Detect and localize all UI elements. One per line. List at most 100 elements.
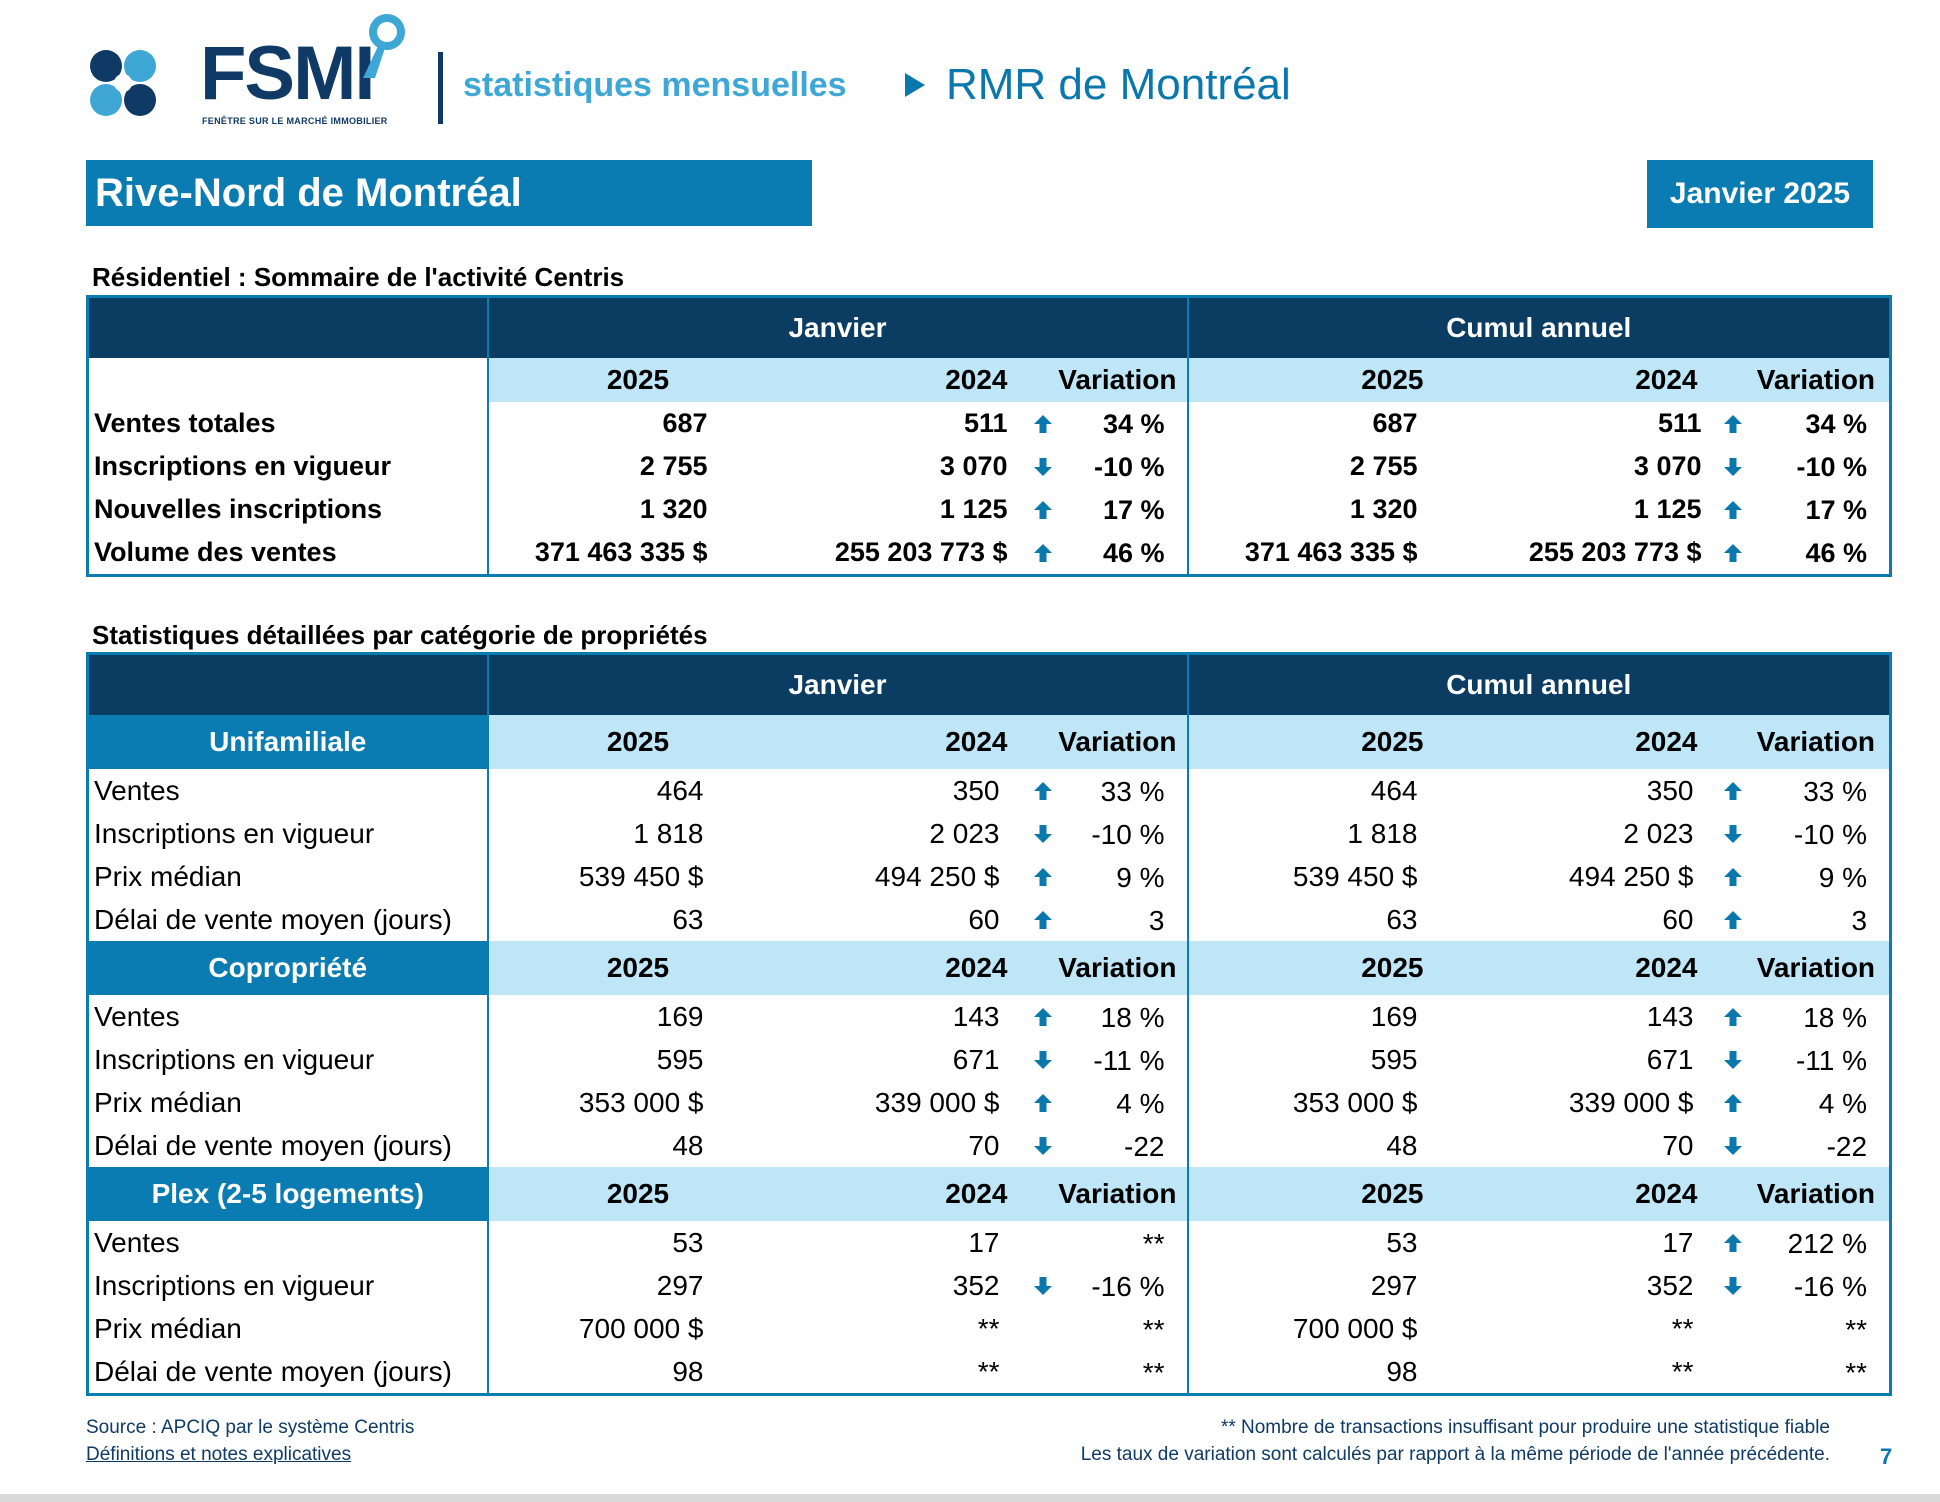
month-2025-value: 687	[486, 402, 728, 445]
col-variation: Variation	[1717, 358, 1891, 402]
logo-subtitle: FENÊTRE SUR LE MARCHÉ IMMOBILIER	[202, 116, 388, 126]
ytd-2024-value: 60	[1662, 903, 1694, 935]
source-note: Source : APCIQ par le système Centris	[86, 1417, 415, 1438]
arrow-up-icon	[1723, 543, 1743, 563]
col-2024: 2024	[727, 715, 1028, 769]
summary-group-header: Janvier Cumul annuel	[87, 296, 1891, 358]
bottom-divider	[0, 1494, 1940, 1502]
variation-value: -22	[1826, 1131, 1868, 1162]
key-icon	[363, 14, 405, 78]
ytd-2024-value: 17	[1662, 1226, 1694, 1258]
col-variation: Variation	[1717, 1167, 1891, 1221]
col-2024: 2024	[727, 941, 1028, 995]
page-number: 7	[1880, 1444, 1893, 1469]
group-ytd-label: Cumul annuel	[1186, 653, 1891, 715]
arrow-up-icon	[1033, 500, 1053, 520]
ytd-variation-cell: **	[1718, 1350, 1891, 1395]
category-header-row: Plex (2-5 logements) 2025 2024 Variation 202…	[87, 1167, 1891, 1221]
col-2025: 2025	[1186, 1167, 1448, 1221]
table-row: Délai de vente moyen (jours) 48 70 -22 48 70 -…	[88, 1124, 1891, 1167]
ytd-variation-cell: 34 %	[1718, 402, 1891, 445]
variation-value: 17 %	[1805, 495, 1868, 525]
month-2025-value: 98	[486, 1350, 728, 1395]
month-variation-cell: 46 %	[1028, 531, 1188, 576]
arrow-up-icon	[1723, 1093, 1743, 1113]
col-variation: Variation	[1027, 941, 1188, 995]
month-2025-value: 464	[486, 769, 728, 812]
ytd-2024-value: **	[1671, 1312, 1694, 1344]
arrow-up-icon	[1033, 1093, 1053, 1113]
table-row: Ventes 169 143 18 % 169 143 18 %	[88, 995, 1891, 1038]
variation-value: 18 %	[1803, 1002, 1868, 1033]
ytd-variation-cell: 18 %	[1718, 995, 1891, 1038]
ytd-2025-value: 2 755	[1186, 445, 1448, 488]
month-2024-value: **	[977, 1355, 1000, 1387]
row-label: Ventes totales	[94, 408, 276, 438]
month-2024-value: 350	[952, 774, 1000, 806]
arrow-up-icon	[1033, 543, 1053, 563]
definitions-link[interactable]: Définitions et notes explicatives	[86, 1444, 352, 1465]
ytd-2024-value: 2 023	[1623, 817, 1694, 849]
variation-value: **	[1142, 1314, 1165, 1345]
fsmi-circles-icon	[90, 50, 156, 116]
row-label: Inscriptions en vigueur	[94, 817, 375, 849]
row-label: Délai de vente moyen (jours)	[94, 1129, 452, 1161]
variation-value: 3	[1851, 905, 1868, 936]
arrow-down-icon	[1723, 1050, 1743, 1070]
table-row: Inscriptions en vigueur 2 755 3 070 -10 % 2 …	[88, 445, 1891, 488]
ytd-2024-value: 511	[1657, 408, 1702, 438]
ytd-variation-cell: 212 %	[1718, 1221, 1891, 1264]
ytd-variation-cell: 4 %	[1718, 1081, 1891, 1124]
ytd-2025-value: 539 450 $	[1186, 855, 1448, 898]
month-variation-cell: **	[1028, 1221, 1188, 1264]
month-2024-value: 511	[963, 408, 1008, 438]
detail-title: Statistiques détaillées par catégorie de…	[92, 620, 708, 650]
ytd-2025-value: 297	[1186, 1264, 1448, 1307]
month-variation-cell: -16 %	[1028, 1264, 1188, 1307]
table-row: Inscriptions en vigueur 297 352 -16 % 297 352…	[88, 1264, 1891, 1307]
group-month-label: Janvier	[486, 296, 1188, 358]
row-label: Volume des ventes	[94, 537, 337, 567]
month-2024-value: 143	[952, 1000, 1000, 1032]
ytd-2024-value: 350	[1646, 774, 1694, 806]
arrow-down-icon	[1033, 457, 1053, 477]
col-variation: Variation	[1027, 358, 1188, 402]
table-row: Inscriptions en vigueur 1 818 2 023 -10 % 1 …	[88, 812, 1891, 855]
category-header-row: Unifamiliale 2025 2024 Variation 2025 2024 Var…	[87, 715, 1891, 769]
row-label: Inscriptions en vigueur	[94, 1043, 375, 1075]
ytd-2025-value: 53	[1186, 1221, 1448, 1264]
summary-table: Janvier Cumul annuel 2025 2024 Variation…	[86, 295, 1893, 577]
variation-value: 34 %	[1102, 409, 1165, 439]
ytd-2024-value: 143	[1646, 1000, 1694, 1032]
variation-value: **	[1845, 1357, 1868, 1388]
ytd-variation-cell: 33 %	[1718, 769, 1891, 812]
ytd-variation-cell: -22	[1718, 1124, 1891, 1167]
col-variation: Variation	[1027, 1167, 1188, 1221]
insufficient-data-note: ** Nombre de transactions insuffisant po…	[1220, 1417, 1830, 1438]
variation-value: **	[1142, 1357, 1165, 1388]
ytd-2024-value: 70	[1662, 1129, 1694, 1161]
month-2024-value: 17	[968, 1226, 1000, 1258]
month-variation-cell: **	[1028, 1350, 1188, 1395]
arrow-up-icon	[1033, 867, 1053, 887]
ytd-variation-cell: 9 %	[1718, 855, 1891, 898]
col-2025: 2025	[486, 715, 728, 769]
month-2025-value: 297	[486, 1264, 728, 1307]
month-2025-value: 539 450 $	[486, 855, 728, 898]
variation-value: 4 %	[1116, 1088, 1165, 1119]
col-2025: 2025	[1186, 715, 1448, 769]
ytd-2024-value: 339 000 $	[1568, 1086, 1694, 1118]
logo-wordmark: FSMI	[200, 31, 376, 116]
table-row: Ventes 53 17 ** 53 17 212 %	[88, 1221, 1891, 1264]
month-2025-value: 1 320	[486, 488, 728, 531]
table-row: Nouvelles inscriptions 1 320 1 125 17 % 1 32…	[88, 488, 1891, 531]
row-label: Prix médian	[94, 1086, 242, 1118]
variation-value: 4 %	[1818, 1088, 1868, 1119]
ytd-variation-cell: 46 %	[1718, 531, 1891, 576]
variation-value: -11 %	[1795, 1045, 1868, 1076]
ytd-2024-value: 352	[1646, 1269, 1694, 1301]
detail-table: Janvier Cumul annuel Unifamiliale 2025 202…	[86, 652, 1893, 1396]
ytd-2024-value: 3 070	[1633, 451, 1702, 481]
month-variation-cell: -10 %	[1028, 445, 1188, 488]
table-row: Ventes totales 687 511 34 % 687 511 34 %	[88, 402, 1891, 445]
